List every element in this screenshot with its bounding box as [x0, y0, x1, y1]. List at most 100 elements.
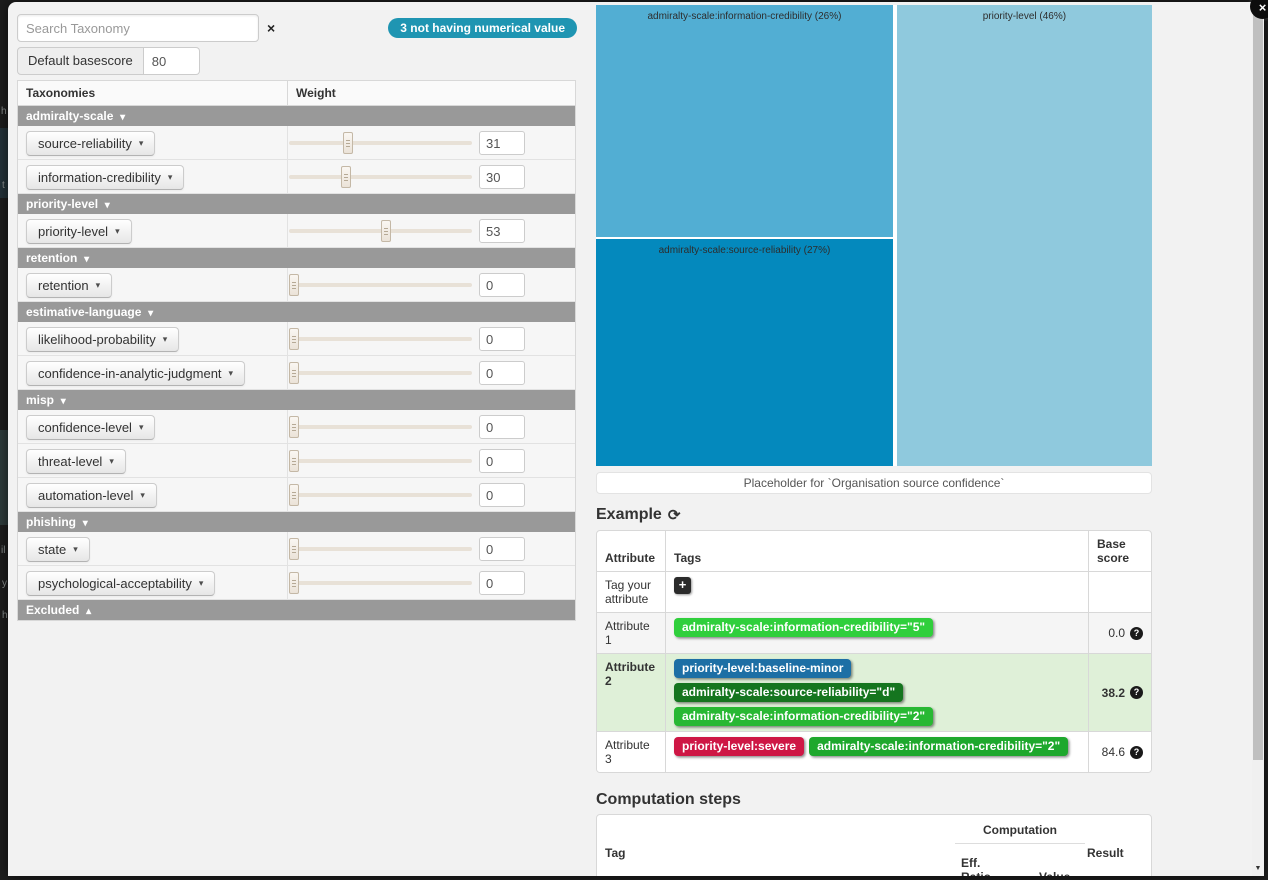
taxonomy-row: priority-level ▾	[18, 214, 575, 248]
question-circle-icon[interactable]: ?	[1130, 745, 1143, 759]
weight-slider[interactable]	[289, 572, 472, 594]
taxonomy-group-header[interactable]: Excluded ▴	[18, 600, 575, 620]
taxonomy-dropdown-button[interactable]: priority-level ▾	[26, 218, 132, 244]
weight-cell	[288, 165, 575, 189]
weight-input[interactable]	[479, 219, 525, 243]
taxonomy-dropdown-button[interactable]: source-reliability ▾	[26, 130, 156, 156]
weight-input[interactable]	[479, 361, 525, 385]
slider-handle[interactable]	[289, 416, 299, 438]
computation-header-group: Computation Eff. Ratio Value	[955, 815, 1085, 876]
add-tag-button[interactable]: +	[674, 577, 691, 594]
caret-down-icon: ▾	[138, 421, 144, 432]
question-circle-icon[interactable]: ?	[1130, 686, 1143, 699]
weight-slider[interactable]	[289, 538, 472, 560]
weight-input[interactable]	[479, 571, 525, 595]
background-page-fragment	[0, 128, 8, 198]
taxonomy-group-header[interactable]: estimative-language ▾	[18, 302, 575, 322]
taxonomy-dropdown-button[interactable]: likelihood-probability ▾	[26, 326, 180, 352]
weight-slider[interactable]	[289, 450, 472, 472]
taxonomy-group-header[interactable]: misp ▾	[18, 390, 575, 410]
scrollbar-down-arrow-icon[interactable]: ▼	[1254, 865, 1262, 872]
slider-track[interactable]	[289, 493, 472, 497]
weight-slider[interactable]	[289, 362, 472, 384]
background-text-fragment: h	[2, 610, 8, 621]
clear-search-icon[interactable]: ×	[267, 20, 276, 36]
weight-input[interactable]	[479, 483, 525, 507]
close-modal-button[interactable]: ×	[1250, 0, 1268, 19]
vertical-scrollbar[interactable]: ▲ ▼	[1252, 2, 1264, 876]
slider-handle[interactable]	[289, 450, 299, 472]
refresh-icon[interactable]: ⟳	[667, 507, 681, 524]
taxonomy-dropdown-button[interactable]: psychological-acceptability ▾	[26, 570, 216, 596]
taxonomy-dropdown-button[interactable]: state ▾	[26, 536, 90, 562]
slider-handle[interactable]	[380, 220, 391, 242]
weight-slider[interactable]	[289, 220, 472, 242]
weight-input[interactable]	[479, 327, 525, 351]
slider-handle[interactable]	[289, 538, 299, 560]
slider-track[interactable]	[289, 229, 472, 233]
taxonomy-row: state ▾	[18, 532, 575, 566]
weight-slider[interactable]	[289, 416, 472, 438]
taxonomy-cell: state ▾	[18, 532, 288, 566]
search-input[interactable]	[17, 14, 259, 42]
slider-handle-grip	[292, 336, 296, 343]
slider-track[interactable]	[289, 371, 472, 375]
slider-track[interactable]	[289, 581, 472, 585]
weight-input[interactable]	[479, 415, 525, 439]
taxonomy-row: confidence-in-analytic-judgment ▾	[18, 356, 575, 390]
example-tags-cell: priority-level:baseline-minor admiralty-s…	[665, 654, 1088, 731]
default-basescore-input[interactable]	[143, 47, 200, 75]
weight-input[interactable]	[479, 537, 525, 561]
weight-input[interactable]	[479, 449, 525, 473]
slider-handle[interactable]	[289, 362, 299, 384]
weight-slider[interactable]	[289, 328, 472, 350]
weight-input[interactable]	[479, 131, 525, 155]
taxonomy-dropdown-button[interactable]: automation-level ▾	[26, 482, 157, 508]
weight-input[interactable]	[479, 165, 525, 189]
weight-cell	[288, 449, 575, 473]
weight-slider[interactable]	[289, 132, 472, 154]
taxonomy-dropdown-button[interactable]: retention ▾	[26, 272, 113, 298]
caret-down-icon: ▾	[138, 137, 144, 148]
slider-track[interactable]	[289, 547, 472, 551]
taxonomy-dropdown-button[interactable]: information-credibility ▾	[26, 164, 185, 190]
slider-track[interactable]	[289, 337, 472, 341]
slider-track[interactable]	[289, 175, 472, 179]
weight-slider[interactable]	[289, 484, 472, 506]
weight-input[interactable]	[479, 273, 525, 297]
slider-track[interactable]	[289, 141, 472, 145]
taxonomy-group-header[interactable]: admiralty-scale ▾	[18, 106, 575, 126]
slider-track[interactable]	[289, 459, 472, 463]
example-base-score-cell: 84.6?	[1088, 732, 1151, 772]
weight-cell	[288, 273, 575, 297]
scrollbar-thumb[interactable]	[1253, 15, 1263, 760]
taxonomy-group-header[interactable]: priority-level ▾	[18, 194, 575, 214]
slider-handle[interactable]	[289, 274, 299, 296]
slider-handle[interactable]	[289, 484, 299, 506]
example-table-row: Attribute 2 priority-level:baseline-minor…	[597, 653, 1151, 731]
taxonomy-group-header[interactable]: phishing ▾	[18, 512, 575, 532]
base-score-value: 84.6	[1101, 745, 1125, 759]
taxonomy-group-header[interactable]: retention ▾	[18, 248, 575, 268]
group-label: phishing	[26, 515, 76, 529]
group-label: Excluded	[26, 603, 80, 617]
weight-cell	[288, 415, 575, 439]
taxonomy-dropdown-button[interactable]: confidence-in-analytic-judgment ▾	[26, 360, 246, 386]
slider-handle[interactable]	[289, 572, 299, 594]
example-table-row: Attribute 1 admiralty-scale:information-c…	[597, 612, 1151, 653]
group-label: misp	[26, 393, 55, 407]
taxonomy-dropdown-button[interactable]: threat-level ▾	[26, 448, 126, 474]
slider-handle[interactable]	[340, 166, 351, 188]
slider-handle[interactable]	[289, 328, 299, 350]
slider-handle[interactable]	[342, 132, 353, 154]
weight-slider[interactable]	[289, 274, 472, 296]
example-base-score-cell: 38.2?	[1088, 654, 1151, 731]
weight-slider[interactable]	[289, 166, 472, 188]
caret-down-icon: ▾	[80, 518, 88, 529]
slider-handle-grip	[292, 458, 296, 465]
question-circle-icon[interactable]: ?	[1130, 626, 1143, 640]
taxonomy-dropdown-button[interactable]: confidence-level ▾	[26, 414, 156, 440]
slider-track[interactable]	[289, 425, 472, 429]
background-text-fragment: il	[1, 545, 6, 556]
slider-track[interactable]	[289, 283, 472, 287]
